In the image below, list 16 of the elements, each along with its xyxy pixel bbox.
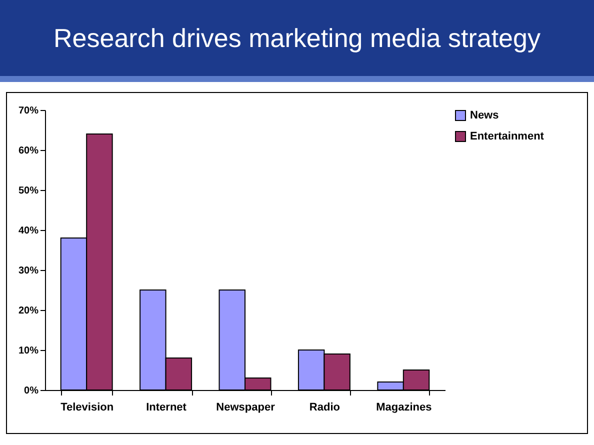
x-tick-label: Internet — [146, 402, 187, 414]
x-tick-label: Television — [60, 402, 114, 414]
y-tick-label: 30% — [18, 266, 39, 276]
x-tick-label: Magazines — [376, 402, 432, 414]
y-tick-label: 40% — [18, 226, 39, 236]
y-tick-label: 50% — [18, 186, 39, 196]
chart-title: Research drives marketing media strategy — [0, 0, 594, 82]
x-tick-label: Newspaper — [216, 402, 276, 414]
y-tick-label: 70% — [18, 106, 39, 116]
y-tick-label: 0% — [24, 386, 39, 396]
x-tick-label: Radio — [309, 402, 340, 414]
y-tick-label: 60% — [18, 146, 39, 156]
legend-label: News — [470, 110, 499, 122]
y-tick-label: 10% — [18, 346, 39, 356]
legend-label: Entertainment — [470, 130, 544, 142]
y-tick-label: 20% — [18, 306, 39, 316]
